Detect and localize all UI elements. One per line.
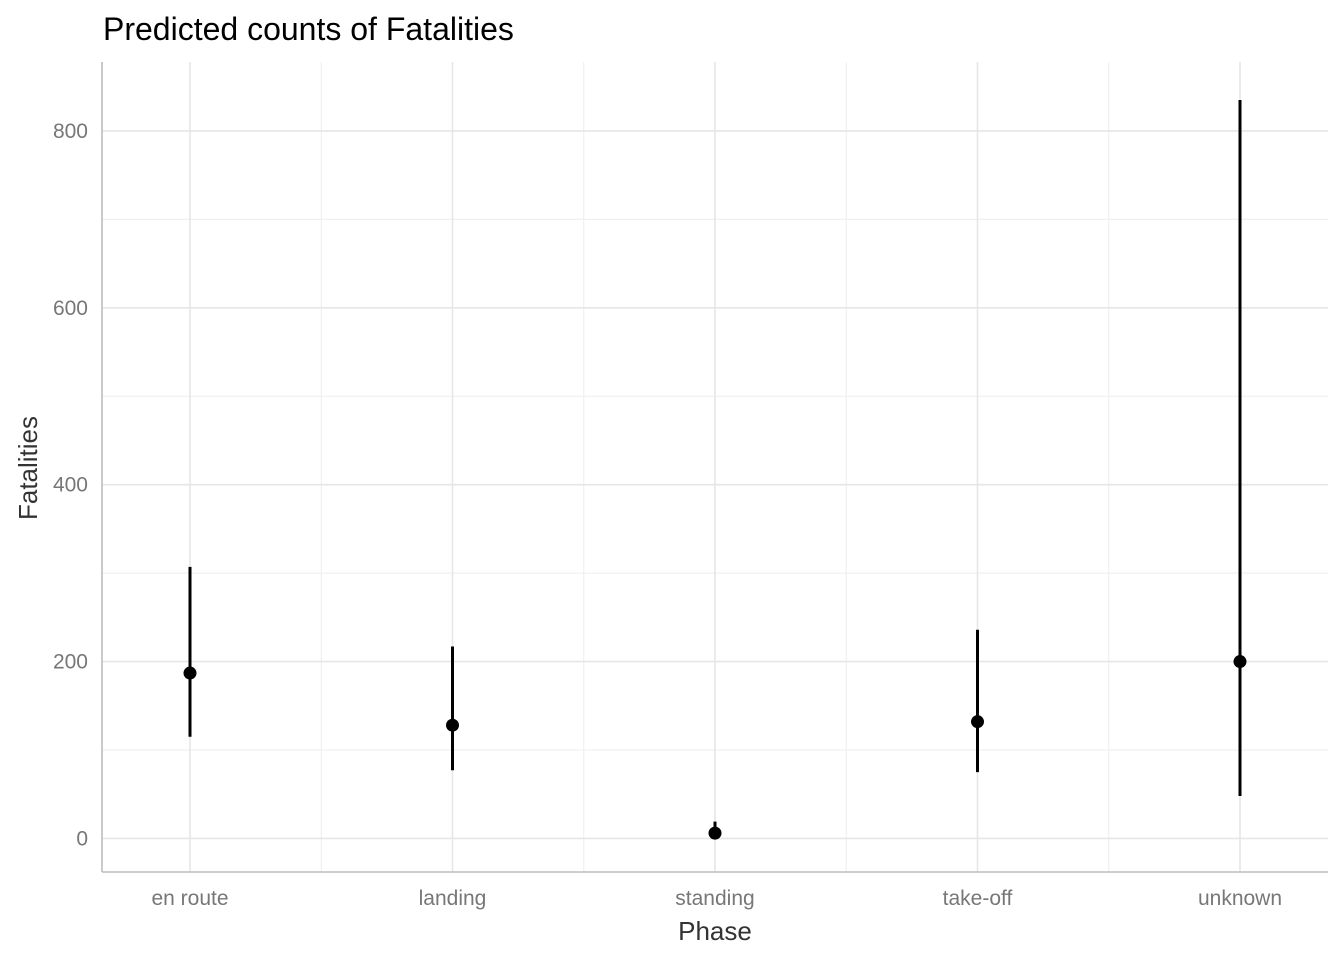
- y-tick-label: 200: [53, 651, 88, 674]
- x-tick-label: unknown: [1198, 887, 1282, 910]
- point-estimate: [971, 715, 984, 729]
- y-tick-label: 0: [76, 827, 88, 850]
- point-estimate: [446, 718, 459, 732]
- point-estimate: [183, 666, 197, 680]
- y-axis-title: Fatalities: [13, 416, 43, 520]
- x-tick-label: landing: [419, 887, 487, 910]
- x-axis-title: Phase: [678, 916, 752, 946]
- labels: 0 200 400 600 800 en route landing standing take…: [53, 120, 1282, 910]
- chart-title: Predicted counts of Fatalities: [103, 11, 514, 47]
- x-tick-label: en route: [151, 887, 228, 910]
- x-tick-label: standing: [675, 887, 754, 910]
- x-tick-label: take-off: [943, 887, 1013, 910]
- point-estimate: [1233, 655, 1247, 669]
- y-tick-label: 800: [53, 120, 88, 143]
- marks: [183, 100, 1247, 840]
- y-tick-label: 400: [53, 474, 88, 497]
- axes: [101, 62, 1328, 873]
- y-tick-label: 600: [53, 297, 88, 320]
- point-estimate: [708, 826, 722, 840]
- grid: [102, 62, 1328, 872]
